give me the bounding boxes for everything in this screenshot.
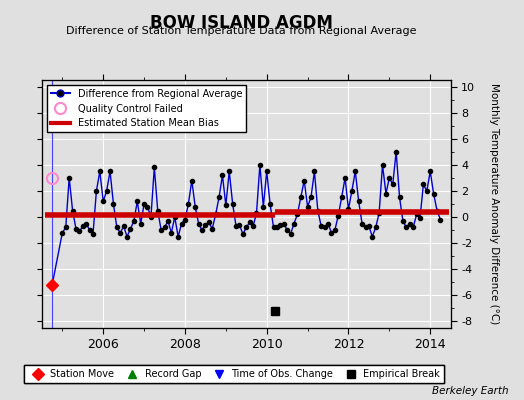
Text: Berkeley Earth: Berkeley Earth — [432, 386, 508, 396]
Y-axis label: Monthly Temperature Anomaly Difference (°C): Monthly Temperature Anomaly Difference (… — [489, 83, 499, 325]
Legend: Station Move, Record Gap, Time of Obs. Change, Empirical Break: Station Move, Record Gap, Time of Obs. C… — [24, 365, 444, 383]
Text: Difference of Station Temperature Data from Regional Average: Difference of Station Temperature Data f… — [66, 26, 416, 36]
Text: BOW ISLAND AGDM: BOW ISLAND AGDM — [150, 14, 332, 32]
